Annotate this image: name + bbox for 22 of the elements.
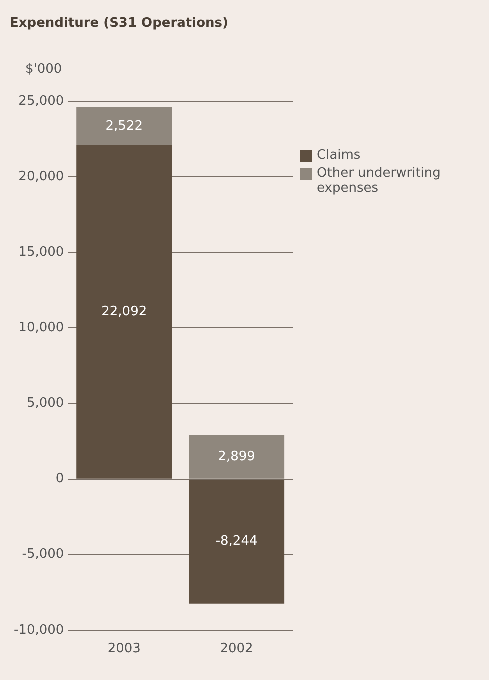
data-label: 2,899	[218, 450, 256, 465]
y-tick-label: -5,000	[22, 547, 64, 562]
x-tick-label: 2003	[108, 642, 141, 657]
data-label: 22,092	[102, 304, 148, 320]
y-tick-label: -10,000	[14, 622, 64, 638]
bar	[76, 146, 172, 479]
y-axis-title: $'000	[26, 62, 62, 77]
y-tick-label: 0	[56, 472, 64, 487]
bar	[189, 436, 285, 479]
bar	[189, 480, 285, 604]
y-tick-label: 20,000	[18, 170, 64, 185]
x-tick-label: 2002	[220, 642, 254, 657]
y-tick-label: 5,000	[26, 396, 64, 412]
data-label: -8,244	[216, 534, 258, 550]
y-tick-label: 25,000	[18, 94, 64, 109]
y-tick-label: 15,000	[18, 245, 64, 260]
legend-label: Other underwriting expenses	[317, 166, 442, 196]
bar	[76, 107, 172, 146]
chart-title: Expenditure (S31 Operations)	[10, 16, 228, 32]
legend-label: Claims	[317, 148, 361, 163]
y-tick-label: 10,000	[18, 320, 64, 336]
data-label: 2,522	[106, 118, 143, 134]
